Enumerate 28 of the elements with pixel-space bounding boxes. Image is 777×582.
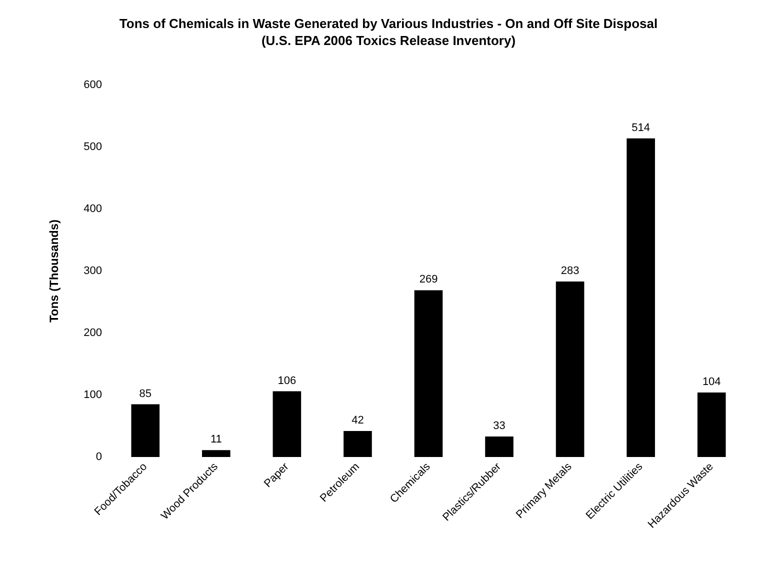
bar [272, 391, 302, 457]
bar [697, 392, 726, 457]
data-label: 11 [210, 434, 222, 446]
data-label: 514 [632, 122, 650, 134]
y-tick-label: 600 [84, 79, 102, 91]
y-tick-label: 300 [84, 265, 102, 277]
bar [131, 404, 160, 457]
y-tick-label: 200 [84, 327, 102, 339]
y-tick-label: 500 [84, 141, 102, 153]
y-tick-label: 400 [84, 203, 102, 215]
data-label: 106 [278, 374, 296, 387]
bar [202, 450, 230, 457]
chart-subtitle: (U.S. EPA 2006 Toxics Release Inventory) [261, 33, 516, 48]
bar [344, 430, 372, 457]
bar [556, 282, 584, 457]
bar [414, 290, 443, 457]
data-label: 104 [702, 376, 721, 388]
chart-title: Tons of Chemicals in Waste Generated by Various Industries - On and Off Site Disposal [119, 16, 658, 31]
data-label: 85 [139, 388, 152, 400]
bar [626, 138, 655, 457]
data-label: 283 [560, 265, 580, 278]
y-tick-label: 100 [84, 389, 102, 401]
data-label: 269 [419, 274, 438, 286]
bar [485, 436, 514, 457]
data-label: 33 [493, 420, 506, 432]
y-tick-label: 0 [96, 451, 102, 463]
y-axis-title: Tons (Thousands) [47, 219, 61, 323]
data-label: 42 [352, 414, 364, 426]
